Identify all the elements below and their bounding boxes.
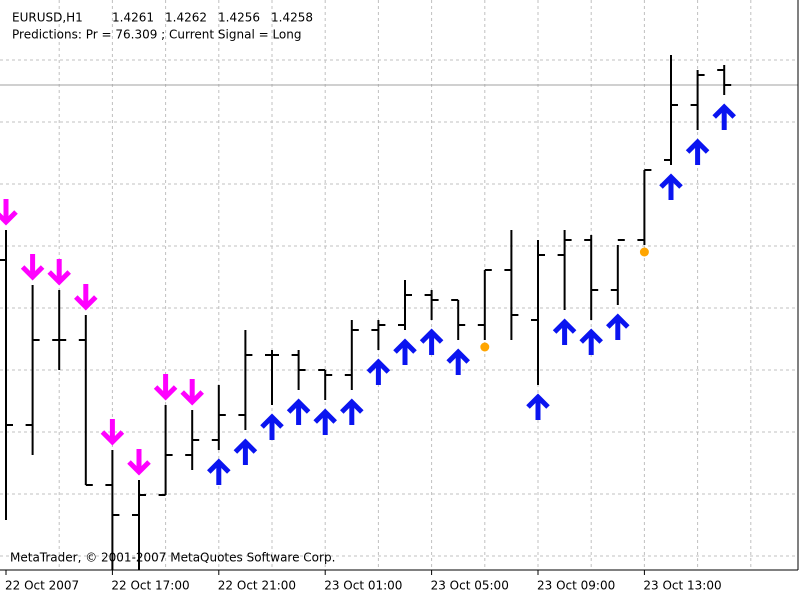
signal-up-arrow [207,458,231,485]
signal-dot [480,342,490,352]
subtitle: Predictions: Pr = 76.309 ; Current Signa… [12,28,302,42]
signal-down-arrow [100,419,125,446]
signal-up-arrow [526,393,550,420]
signal-up-arrow [552,318,577,345]
signal-up-arrow [685,138,710,165]
signal-down-arrow [47,259,71,286]
signal-up-arrow [606,313,630,340]
signal-up-arrow [712,103,736,130]
signal-up-arrow [366,358,391,385]
signal-up-arrow [659,173,683,200]
signal-up-arrow [419,328,444,355]
signal-down-arrow [153,374,178,401]
signal-down-arrow [180,379,204,406]
signal-down-arrow [0,199,18,226]
signal-up-arrow [393,338,417,365]
x-tick-label: 23 Oct 01:00 [324,579,402,593]
plot-area [0,55,798,570]
symbol: EURUSD,H1 [12,11,83,25]
x-tick-label: 23 Oct 09:00 [537,579,615,593]
ohlc-low: 1.4256 [218,11,260,25]
signal-up-arrow [233,438,258,465]
x-tick-label: 23 Oct 05:00 [431,579,509,593]
signal-up-arrow [260,413,284,440]
signal-up-arrow [286,398,311,425]
ohlc-close: 1.4258 [271,11,313,25]
x-tick-label: 22 Oct 21:00 [218,579,296,593]
signal-up-arrow [579,328,603,355]
signal-up-arrow [446,348,470,375]
signal-down-arrow [20,254,45,281]
signal-down-arrow [127,449,151,476]
signal-up-arrow [340,398,364,425]
signal-down-arrow [74,284,98,311]
x-tick-label: 23 Oct 13:00 [643,579,721,593]
signal-dot [639,247,649,257]
ohlc-open: 1.4261 [112,11,154,25]
ohlc-high: 1.4262 [165,11,207,25]
x-tick-label: 22 Oct 17:00 [111,579,189,593]
x-tick-label: 22 Oct 2007 [5,579,79,593]
signal-up-arrow [313,408,337,435]
footer: MetaTrader, © 2001-2007 MetaQuotes Softw… [10,551,335,565]
